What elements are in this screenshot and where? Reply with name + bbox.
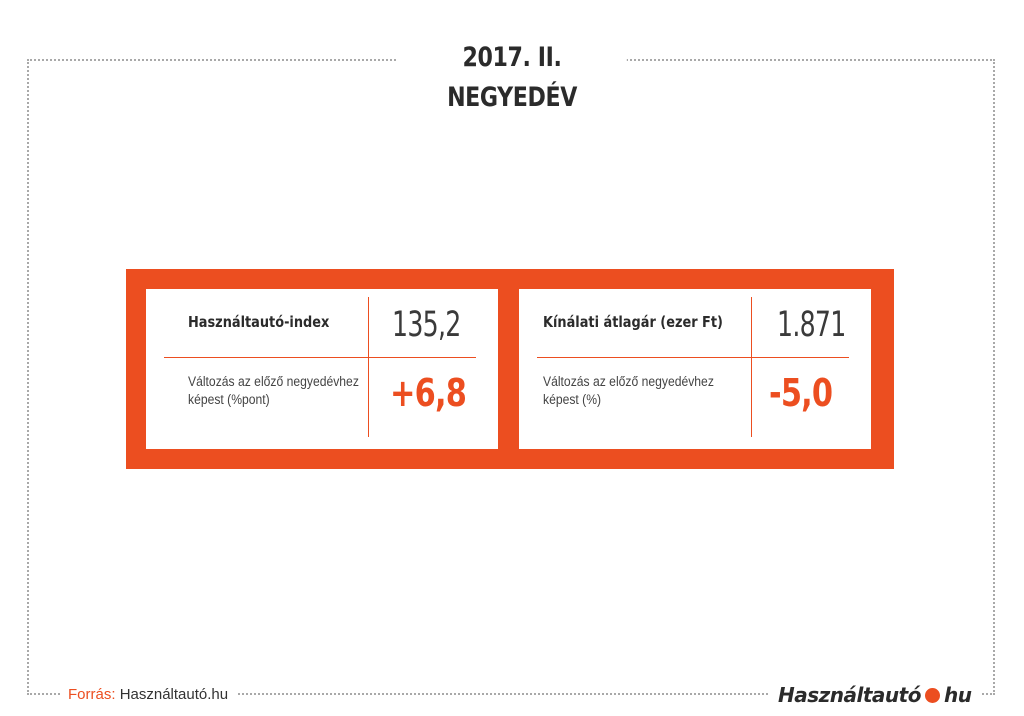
source-label: Forrás: [68,686,116,703]
card-column-divider [368,297,369,437]
logo-text-right: hu [943,683,972,707]
source-note: Forrás: Használtautó.hu [60,683,237,707]
brand-logo: Használtautó hu [768,681,982,709]
price-change-description: Változás az előző negyedévhez képest (%) [543,374,714,407]
logo-text-left: Használtautó [778,683,921,707]
index-card: Használtautó-index 135,2 Változás az elő… [146,289,498,449]
dot-icon [924,687,940,703]
card-column-divider [751,297,752,437]
price-label: Kínálati átlagár (ezer Ft) [543,313,723,331]
card-divider [164,357,476,358]
price-card: Kínálati átlagár (ezer Ft) 1.871 Változá… [519,289,871,449]
index-value: 135,2 [392,305,461,345]
index-change-description: Változás az előző negyedévhez képest (%p… [188,374,359,407]
index-label: Használtautó-index [188,313,330,331]
index-change-value: +6,8 [390,371,467,415]
stats-band: Használtautó-index 135,2 Változás az elő… [126,269,894,469]
page-title: 2017. II. NEGYEDÉV [397,38,627,113]
card-divider [537,357,849,358]
price-change-value: -5,0 [769,371,833,415]
source-name: Használtautó.hu [119,686,229,703]
price-value: 1.871 [777,305,846,345]
